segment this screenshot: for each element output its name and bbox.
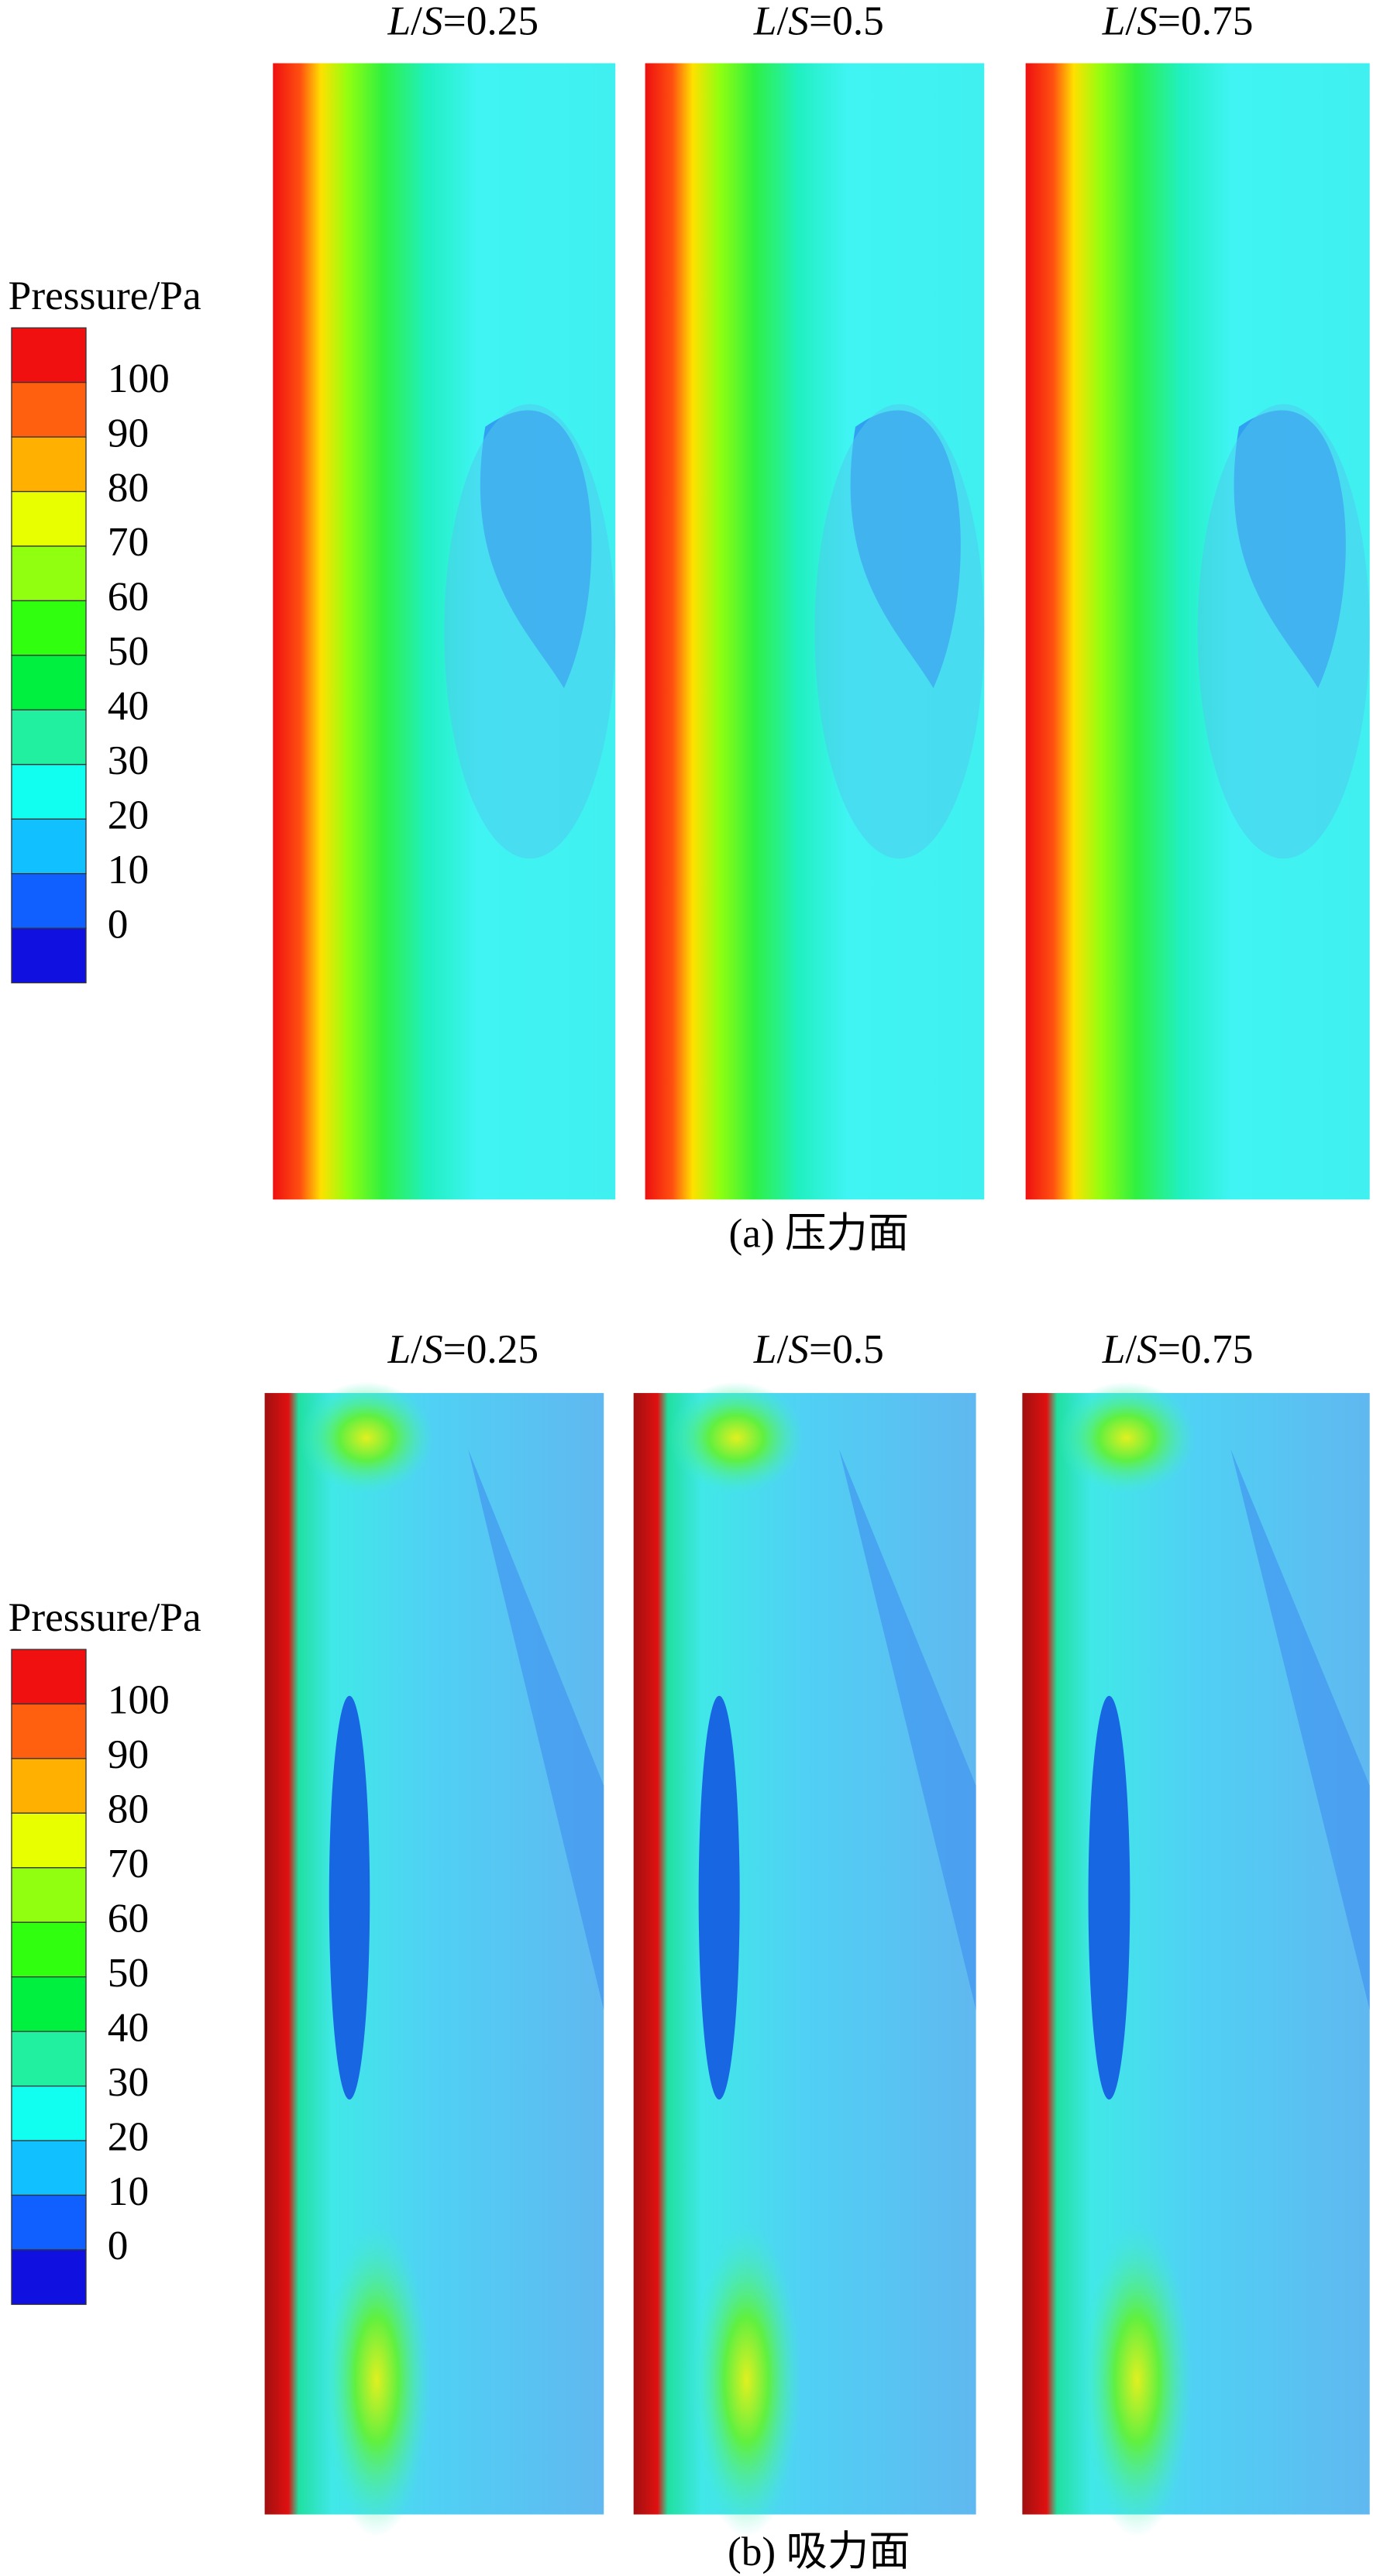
legend-tick-label: 90 <box>108 1731 149 1777</box>
legend-swatch <box>11 381 87 438</box>
high-pressure-blob <box>322 2223 432 2537</box>
legend-tick-label: 30 <box>108 2058 149 2105</box>
column-label: L/S=0.25 <box>387 0 539 44</box>
legend-swatch <box>11 1921 87 1978</box>
legend-tick-label: 100 <box>108 355 170 401</box>
legend-tick-label: 0 <box>108 2222 129 2268</box>
column-label: L/S=0.5 <box>753 0 884 44</box>
legend-title: Pressure/Pa <box>9 272 201 318</box>
legend-tick-label: 50 <box>108 1949 149 1996</box>
legend-tick-label: 0 <box>108 900 129 947</box>
inlet-blob <box>298 1381 435 1494</box>
legend-swatch <box>11 1649 87 1705</box>
legend-swatch <box>11 600 87 656</box>
legend-tick-label: 40 <box>108 2003 149 2050</box>
contour-plot <box>1022 1381 1370 2537</box>
low-pressure-region <box>698 1695 740 2100</box>
mid-region <box>814 404 985 859</box>
legend-swatch <box>11 2140 87 2196</box>
column-label: L/S=0.75 <box>1102 0 1254 44</box>
mid-region <box>444 404 616 859</box>
legend-tick-label: 60 <box>108 1894 149 1941</box>
legend-swatch <box>11 873 87 929</box>
legend-tick-label: 100 <box>108 1677 170 1723</box>
legend-swatch <box>11 655 87 710</box>
inlet-blob <box>1057 1381 1196 1494</box>
legend-swatch <box>11 927 87 984</box>
legend-swatch <box>11 2085 87 2141</box>
contour-field <box>264 1393 604 2515</box>
high-pressure-blob <box>1081 2223 1193 2537</box>
legend-swatch <box>11 490 87 547</box>
legend-tick-label: 90 <box>108 409 149 456</box>
contour-plot <box>264 1381 604 2537</box>
legend-tick-label: 20 <box>108 2113 149 2159</box>
panels: Pressure/Pa1009080706050403020100L/S=0.2… <box>9 0 1370 2574</box>
legend-tick-label: 30 <box>108 737 149 783</box>
legend-tick-label: 60 <box>108 573 149 620</box>
legend-swatch <box>11 709 87 765</box>
contour-plot <box>1025 63 1370 1200</box>
legend-swatch <box>11 818 87 875</box>
legend-title: Pressure/Pa <box>9 1594 201 1640</box>
mid-region <box>1197 404 1370 859</box>
legend-swatch <box>11 1758 87 1814</box>
column-label: L/S=0.25 <box>387 1326 539 1372</box>
panel-caption: (b) 吸力面 <box>728 2528 910 2574</box>
legend-tick-label: 70 <box>108 518 149 565</box>
low-pressure-region <box>1088 1695 1130 2100</box>
legend-swatch <box>11 764 87 820</box>
legend-swatch <box>11 1812 87 1869</box>
contour-plot <box>633 1381 976 2537</box>
legend-tick-label: 80 <box>108 1786 149 1832</box>
legend-swatch <box>11 2194 87 2251</box>
contour-plot <box>273 63 616 1200</box>
low-pressure-region <box>329 1695 370 2100</box>
contour-field <box>633 1393 976 2515</box>
legend-swatch <box>11 1867 87 1923</box>
legend-tick-label: 20 <box>108 791 149 837</box>
legend-swatch <box>11 1976 87 2032</box>
inlet-blob <box>667 1381 805 1494</box>
column-label: L/S=0.75 <box>1102 1326 1254 1372</box>
high-pressure-blob <box>691 2223 802 2537</box>
legend-tick-label: 70 <box>108 1840 149 1886</box>
legend-swatch <box>11 1703 87 1759</box>
legend-swatch <box>11 327 87 383</box>
panel-caption: (a) 压力面 <box>728 1210 909 1257</box>
legend-tick-label: 40 <box>108 683 149 729</box>
legend-tick-label: 50 <box>108 628 149 674</box>
legend-swatch <box>11 2031 87 2087</box>
contour-plot <box>645 63 985 1200</box>
legend-swatch <box>11 436 87 493</box>
column-label: L/S=0.5 <box>753 1326 884 1372</box>
contour-field <box>1022 1393 1370 2515</box>
legend-tick-label: 10 <box>108 2168 149 2214</box>
legend-swatch <box>11 2249 87 2306</box>
legend-tick-label: 10 <box>108 846 149 892</box>
legend-tick-label: 80 <box>108 464 149 511</box>
legend-swatch <box>11 545 87 602</box>
